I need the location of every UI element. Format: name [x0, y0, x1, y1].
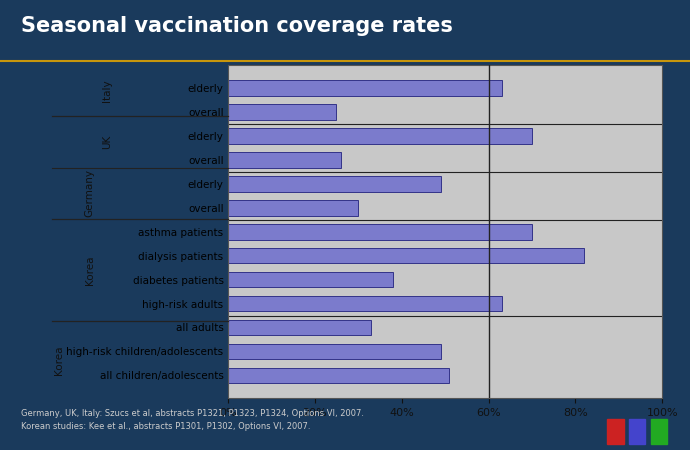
Text: Korea: Korea	[54, 345, 63, 374]
Bar	[228, 272, 393, 288]
Bar	[651, 419, 667, 445]
Bar	[629, 419, 645, 445]
Bar	[228, 200, 358, 216]
Bar	[228, 81, 502, 96]
Text: Italy: Italy	[102, 80, 112, 102]
Text: Seasonal vaccination coverage rates: Seasonal vaccination coverage rates	[21, 16, 453, 36]
Bar	[228, 296, 502, 311]
Bar	[228, 320, 371, 335]
Bar	[228, 368, 449, 383]
Text: Korea: Korea	[85, 256, 95, 285]
Bar	[228, 128, 532, 144]
Text: Germany: Germany	[85, 169, 95, 217]
Bar	[607, 419, 624, 445]
Text: UK: UK	[102, 135, 112, 149]
Bar	[228, 248, 584, 263]
Bar	[228, 176, 441, 192]
Bar	[228, 152, 341, 168]
Bar	[228, 344, 441, 359]
Text: Germany, UK, Italy: Szucs et al, abstracts P1321, P1323, P1324, Options VI, 2007: Germany, UK, Italy: Szucs et al, abstrac…	[21, 409, 364, 418]
Bar	[228, 104, 337, 120]
Bar	[228, 224, 532, 239]
Text: Korean studies: Kee et al., abstracts P1301, P1302, Options VI, 2007.: Korean studies: Kee et al., abstracts P1…	[21, 422, 310, 431]
